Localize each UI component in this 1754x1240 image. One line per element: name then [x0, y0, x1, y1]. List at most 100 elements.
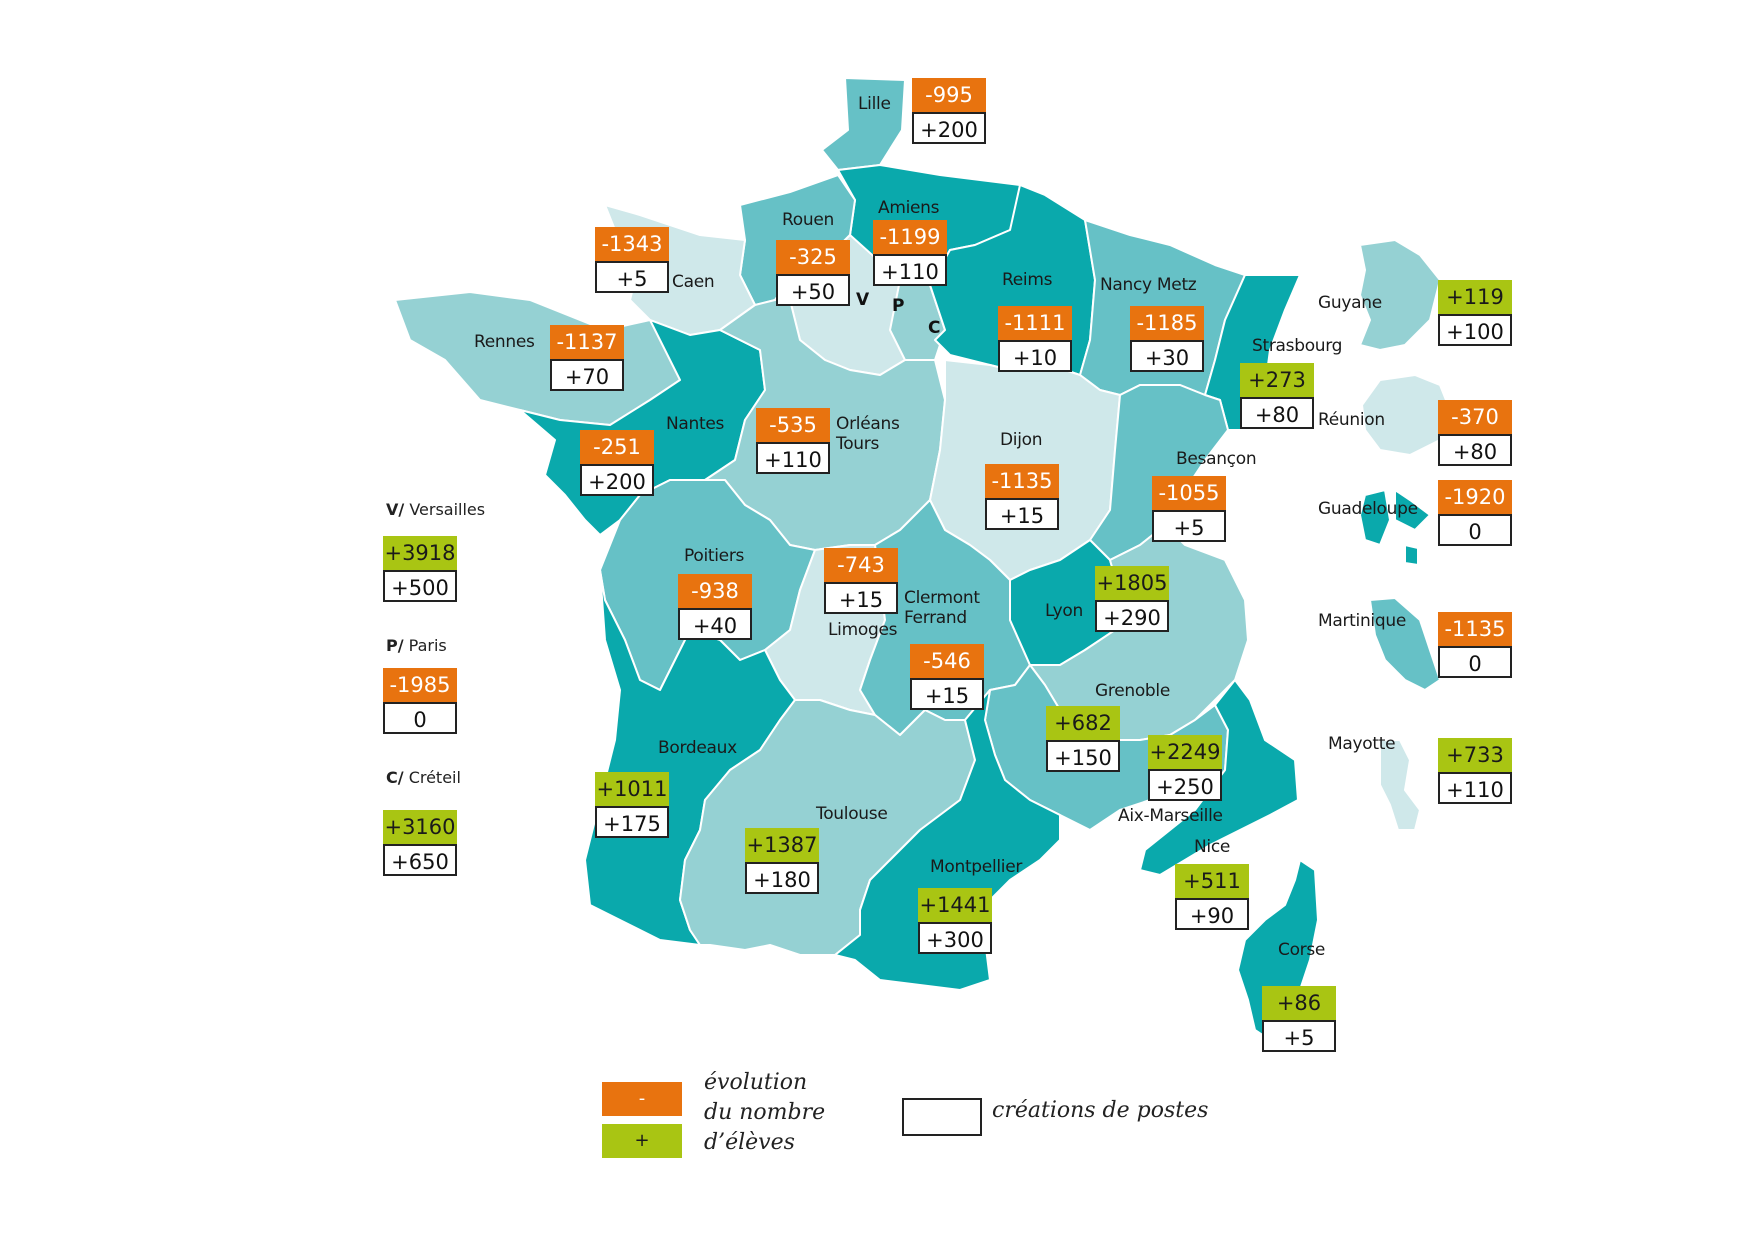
- label-martinique: Martinique: [1318, 611, 1406, 631]
- region-strasbourg: [1204, 274, 1301, 431]
- label-nancy-metz: Nancy Metz: [1100, 275, 1197, 295]
- label-reims: Reims: [1002, 270, 1053, 290]
- label-strasbourg: Strasbourg: [1252, 336, 1343, 356]
- box-grenoble: +682 +150: [1046, 706, 1120, 772]
- evolution-value: -938: [678, 574, 752, 608]
- postes-value: +110: [756, 442, 830, 474]
- label-caen: Caen: [672, 272, 715, 292]
- label-toulouse: Toulouse: [816, 804, 888, 824]
- box-mayotte: +733 +110: [1438, 738, 1512, 804]
- evolution-value: -1135: [1438, 612, 1512, 646]
- evolution-value: -1343: [595, 227, 669, 261]
- postes-value: +80: [1438, 434, 1512, 466]
- postes-value: +110: [873, 254, 947, 286]
- postes-value: +500: [383, 570, 457, 602]
- label-orleans-tours: Orléans Tours: [836, 414, 900, 454]
- marker-versailles: V: [856, 290, 870, 310]
- region-mayotte: [1379, 739, 1421, 831]
- box-paris: -1985 0: [383, 668, 457, 734]
- label-reunion: Réunion: [1318, 410, 1385, 430]
- legend-creations-label: créations de postes: [992, 1098, 1209, 1123]
- box-caen: -1343 +5: [595, 227, 669, 293]
- label-poitiers: Poitiers: [684, 546, 745, 566]
- evolution-value: +733: [1438, 738, 1512, 772]
- evolution-value: +3918: [383, 536, 457, 570]
- postes-value: +5: [1152, 510, 1226, 542]
- postes-value: +15: [910, 678, 984, 710]
- legend-evolution-line2: du nombre: [704, 1100, 826, 1125]
- region-guyane: [1359, 239, 1441, 351]
- box-montpellier: +1441 +300: [918, 888, 992, 954]
- box-strasbourg: +273 +80: [1240, 363, 1314, 429]
- box-rennes: -1137 +70: [550, 325, 624, 391]
- box-poitiers: -938 +40: [678, 574, 752, 640]
- evolution-value: -1055: [1152, 476, 1226, 510]
- evolution-value: -995: [912, 78, 986, 112]
- region-martinique: [1369, 597, 1441, 691]
- box-reims: -1111 +10: [998, 306, 1072, 372]
- side-name: Versailles: [409, 500, 486, 519]
- label-bordeaux: Bordeaux: [658, 738, 737, 758]
- evolution-value: -251: [580, 430, 654, 464]
- legend-evolution-line1: évolution: [704, 1070, 808, 1095]
- box-nice: +511 +90: [1175, 864, 1249, 930]
- label-dijon: Dijon: [1000, 430, 1043, 450]
- evolution-value: -546: [910, 644, 984, 678]
- side-letter: V: [386, 500, 399, 519]
- box-corse: +86 +5: [1262, 986, 1336, 1052]
- evolution-value: +1805: [1095, 566, 1169, 600]
- box-martinique: -1135 0: [1438, 612, 1512, 678]
- evolution-value: -1185: [1130, 306, 1204, 340]
- postes-value: +250: [1148, 769, 1222, 801]
- side-title-creteil: C/ Créteil: [386, 768, 461, 787]
- evolution-value: +682: [1046, 706, 1120, 740]
- postes-value: +200: [912, 112, 986, 144]
- box-rouen: -325 +50: [776, 240, 850, 306]
- side-title-paris: P/ Paris: [386, 636, 447, 655]
- evolution-value: -1985: [383, 668, 457, 702]
- postes-value: +10: [998, 340, 1072, 372]
- side-slash: /: [397, 768, 404, 787]
- label-mayotte: Mayotte: [1328, 734, 1396, 754]
- label-lille: Lille: [858, 94, 891, 114]
- region-montpellier: [834, 689, 1061, 991]
- legend-evolution-line3: d’élèves: [704, 1130, 795, 1155]
- label-grenoble: Grenoble: [1095, 681, 1170, 701]
- evolution-value: -370: [1438, 400, 1512, 434]
- postes-value: +150: [1046, 740, 1120, 772]
- evolution-value: +1441: [918, 888, 992, 922]
- evolution-value: +86: [1262, 986, 1336, 1020]
- postes-value: 0: [383, 702, 457, 734]
- postes-value: +50: [776, 274, 850, 306]
- postes-value: +15: [985, 498, 1059, 530]
- label-besancon: Besançon: [1176, 449, 1257, 469]
- box-aix-marseille: +2249 +250: [1148, 735, 1222, 801]
- label-aix-marseille: Aix-Marseille: [1118, 806, 1223, 826]
- evolution-value: -1111: [998, 306, 1072, 340]
- postes-value: +15: [824, 582, 898, 614]
- postes-value: 0: [1438, 514, 1512, 546]
- evolution-value: -1137: [550, 325, 624, 359]
- box-bordeaux: +1011 +175: [595, 772, 669, 838]
- legend-minus-swatch: -: [602, 1082, 682, 1116]
- box-reunion: -370 +80: [1438, 400, 1512, 466]
- postes-value: +90: [1175, 898, 1249, 930]
- postes-value: +290: [1095, 600, 1169, 632]
- side-letter: P: [386, 636, 398, 655]
- box-guyane: +119 +100: [1438, 280, 1512, 346]
- postes-value: 0: [1438, 646, 1512, 678]
- box-guadeloupe: -1920 0: [1438, 480, 1512, 546]
- postes-value: +650: [383, 844, 457, 876]
- region-lille: [821, 77, 906, 171]
- box-orleans-tours: -535 +110: [756, 408, 830, 474]
- box-besancon: -1055 +5: [1152, 476, 1226, 542]
- box-creteil: +3160 +650: [383, 810, 457, 876]
- evolution-value: -1135: [985, 464, 1059, 498]
- evolution-value: -1199: [873, 220, 947, 254]
- postes-value: +40: [678, 608, 752, 640]
- box-versailles: +3918 +500: [383, 536, 457, 602]
- side-title-versailles: V/ Versailles: [386, 500, 485, 519]
- marker-creteil: C: [928, 318, 941, 338]
- side-letter: C: [386, 768, 398, 787]
- label-rouen: Rouen: [782, 210, 834, 230]
